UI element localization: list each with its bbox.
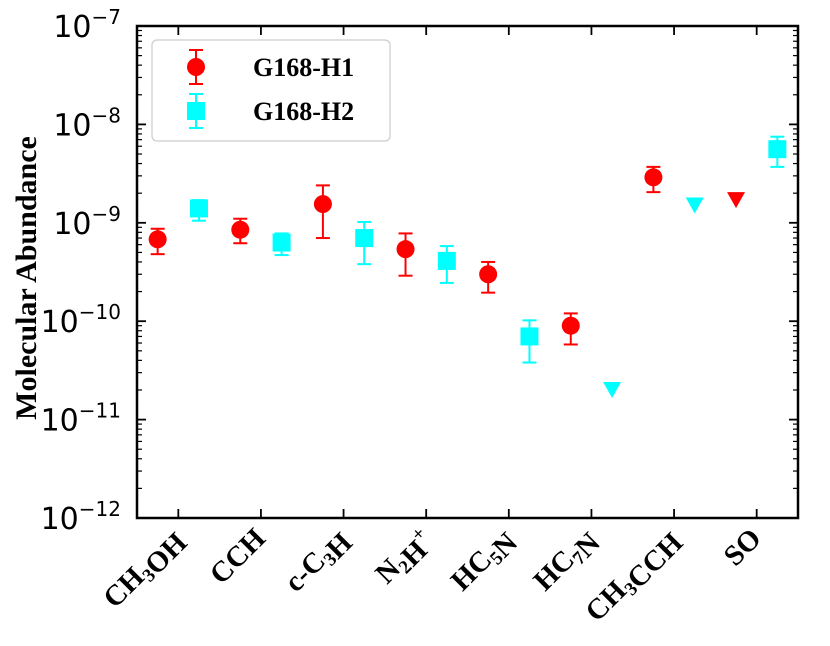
y-axis-label: Molecular Abundance bbox=[10, 136, 43, 420]
y-tick-label: 10−7 bbox=[53, 5, 121, 45]
y-tick-label: 10−9 bbox=[53, 202, 121, 242]
data-point bbox=[479, 265, 498, 284]
upper-limit-point bbox=[727, 192, 746, 209]
upper-limit-point bbox=[603, 381, 622, 398]
y-tick-label: 10−12 bbox=[41, 497, 121, 537]
legend-box bbox=[151, 39, 391, 142]
data-point bbox=[768, 140, 787, 159]
legend-label: G168-H2 bbox=[253, 97, 354, 126]
x-category-label: c-C3H bbox=[278, 522, 359, 603]
data-point bbox=[148, 230, 167, 249]
legend: G168-H1 G168-H2 bbox=[151, 39, 391, 142]
x-category-label: CCH bbox=[204, 522, 273, 591]
data-point bbox=[396, 240, 415, 259]
y-tick-label: 10−8 bbox=[53, 103, 121, 143]
data-point bbox=[272, 233, 291, 252]
x-category-label: N2H+ bbox=[369, 522, 441, 594]
upper-limit-point bbox=[685, 197, 704, 214]
y-tick-label: 10−10 bbox=[41, 300, 121, 340]
data-point bbox=[355, 229, 374, 248]
x-category-label: CH3OH bbox=[97, 522, 194, 619]
legend-marker bbox=[187, 58, 205, 76]
data-point bbox=[313, 195, 332, 214]
data-point bbox=[644, 168, 663, 187]
y-axis-ticks: 10−12 10−11 10−10 10−9 10−8 10−7 bbox=[41, 5, 798, 537]
y-tick-label: 10−11 bbox=[41, 399, 121, 439]
data-point bbox=[437, 251, 456, 270]
legend-label: G168-H1 bbox=[253, 53, 354, 82]
data-point bbox=[561, 316, 580, 335]
data-marks bbox=[148, 135, 787, 398]
data-point bbox=[231, 220, 250, 239]
plot-frame bbox=[135, 24, 800, 520]
x-category-label: HC5N bbox=[445, 522, 524, 601]
data-point bbox=[520, 327, 539, 346]
x-category-label: SO bbox=[718, 522, 768, 572]
data-point bbox=[189, 199, 208, 218]
legend-marker bbox=[187, 102, 205, 120]
